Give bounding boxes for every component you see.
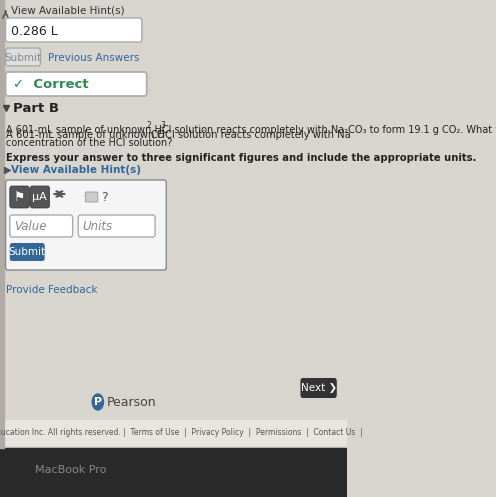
Text: Next ❯: Next ❯ <box>301 383 337 393</box>
Text: Value: Value <box>14 220 47 233</box>
Text: Express your answer to three significant figures and include the appropriate uni: Express your answer to three significant… <box>5 153 476 163</box>
Text: View Available Hint(s): View Available Hint(s) <box>11 165 141 175</box>
Text: ?: ? <box>102 190 108 203</box>
FancyBboxPatch shape <box>78 215 155 237</box>
Text: View Available Hint(s): View Available Hint(s) <box>11 5 125 15</box>
FancyBboxPatch shape <box>10 215 73 237</box>
Bar <box>0 448 347 497</box>
Text: Submit: Submit <box>9 247 46 257</box>
Text: Submit: Submit <box>4 53 42 63</box>
Text: A 601-mL sample of unknown HCl solution reacts completely with Na: A 601-mL sample of unknown HCl solution … <box>5 130 350 140</box>
Text: 2: 2 <box>146 121 151 130</box>
FancyBboxPatch shape <box>85 192 98 202</box>
FancyBboxPatch shape <box>5 48 41 66</box>
Text: 0.286 L: 0.286 L <box>11 24 58 37</box>
Text: concentration of the HCl solution?: concentration of the HCl solution? <box>5 138 172 148</box>
FancyBboxPatch shape <box>5 72 147 96</box>
Text: μA: μA <box>32 192 47 202</box>
Text: MacBook Pro: MacBook Pro <box>35 465 106 475</box>
Text: Units: Units <box>82 220 113 233</box>
FancyBboxPatch shape <box>10 243 45 261</box>
FancyBboxPatch shape <box>10 186 29 208</box>
FancyBboxPatch shape <box>301 378 337 398</box>
Text: Provide Feedback: Provide Feedback <box>5 285 97 295</box>
Text: 3: 3 <box>160 121 165 130</box>
Text: Part B: Part B <box>12 101 59 114</box>
FancyBboxPatch shape <box>5 18 142 42</box>
Text: A 601-mL sample of unknown HCl solution reacts completely with Na₂CO₃ to form 19: A 601-mL sample of unknown HCl solution … <box>5 125 496 135</box>
Text: ✓  Correct: ✓ Correct <box>12 78 88 91</box>
Text: ⚑: ⚑ <box>14 190 25 203</box>
Text: Previous Answers: Previous Answers <box>48 53 139 63</box>
Circle shape <box>92 394 103 410</box>
FancyBboxPatch shape <box>30 186 50 208</box>
Text: CO: CO <box>150 130 165 140</box>
Text: n Education Inc. All rights reserved. |  Terms of Use  |  Privacy Policy  |  Per: n Education Inc. All rights reserved. | … <box>0 427 363 436</box>
Bar <box>0 420 347 445</box>
Text: P: P <box>94 397 102 407</box>
Text: Pearson: Pearson <box>107 396 157 409</box>
Bar <box>0 0 4 448</box>
FancyBboxPatch shape <box>5 180 166 270</box>
